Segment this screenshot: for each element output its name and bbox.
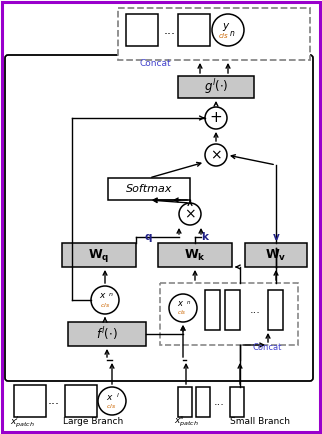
- Text: $l$: $l$: [116, 391, 120, 399]
- Text: $y$: $y$: [222, 21, 230, 33]
- Text: Small Branch: Small Branch: [230, 418, 290, 427]
- Text: Softmax: Softmax: [126, 184, 172, 194]
- Text: Concat: Concat: [139, 59, 171, 69]
- Circle shape: [205, 144, 227, 166]
- Text: $\times$: $\times$: [184, 207, 196, 221]
- Text: $n$: $n$: [108, 290, 114, 297]
- Text: $x$: $x$: [99, 292, 107, 300]
- Bar: [65, 385, 97, 417]
- Circle shape: [169, 294, 197, 322]
- Text: ...: ...: [48, 395, 60, 408]
- Bar: [118, 8, 310, 60]
- Text: $n$: $n$: [186, 299, 192, 306]
- Text: $cls$: $cls$: [218, 30, 230, 39]
- Bar: [126, 14, 158, 46]
- Bar: [178, 76, 254, 98]
- Bar: [62, 243, 136, 267]
- Text: ...: ...: [250, 305, 260, 315]
- Bar: [14, 385, 46, 417]
- Text: ...: ...: [164, 23, 176, 36]
- Text: $f^{l}(\cdot)$: $f^{l}(\cdot)$: [96, 326, 118, 342]
- Text: k: k: [202, 232, 209, 242]
- Text: $cls$: $cls$: [106, 402, 116, 410]
- Text: $x$: $x$: [106, 392, 114, 401]
- Text: $cls$: $cls$: [177, 308, 187, 316]
- Bar: [158, 243, 232, 267]
- Bar: [108, 178, 190, 200]
- Text: Concat: Concat: [252, 343, 282, 352]
- Text: +: +: [210, 111, 223, 125]
- Text: q: q: [144, 232, 152, 242]
- Text: $n$: $n$: [229, 29, 235, 37]
- Text: $\mathbf{W_v}$: $\mathbf{W_v}$: [265, 247, 287, 263]
- Text: $x$: $x$: [177, 299, 185, 309]
- Circle shape: [212, 14, 244, 46]
- Text: $x^l_{patch}$: $x^l_{patch}$: [10, 414, 34, 430]
- Bar: [230, 387, 244, 417]
- Bar: [160, 283, 298, 345]
- Bar: [268, 290, 283, 330]
- Text: $\mathbf{W_k}$: $\mathbf{W_k}$: [184, 247, 206, 263]
- Circle shape: [179, 203, 201, 225]
- Bar: [178, 387, 192, 417]
- Circle shape: [91, 286, 119, 314]
- Text: v: v: [273, 232, 279, 242]
- Bar: [225, 290, 240, 330]
- Text: $\mathbf{W_q}$: $\mathbf{W_q}$: [88, 247, 110, 263]
- Text: $\times$: $\times$: [210, 148, 222, 162]
- Text: $cls$: $cls$: [100, 301, 110, 309]
- FancyBboxPatch shape: [5, 55, 313, 381]
- Circle shape: [98, 387, 126, 415]
- Text: Large Branch: Large Branch: [63, 418, 123, 427]
- Bar: [68, 322, 146, 346]
- Bar: [196, 387, 210, 417]
- Bar: [205, 290, 220, 330]
- Text: $g^{l}(\cdot)$: $g^{l}(\cdot)$: [204, 78, 228, 96]
- Text: $x^s_{patch}$: $x^s_{patch}$: [174, 415, 198, 429]
- Bar: [245, 243, 307, 267]
- Bar: [178, 14, 210, 46]
- Circle shape: [205, 107, 227, 129]
- Text: ...: ...: [213, 397, 224, 407]
